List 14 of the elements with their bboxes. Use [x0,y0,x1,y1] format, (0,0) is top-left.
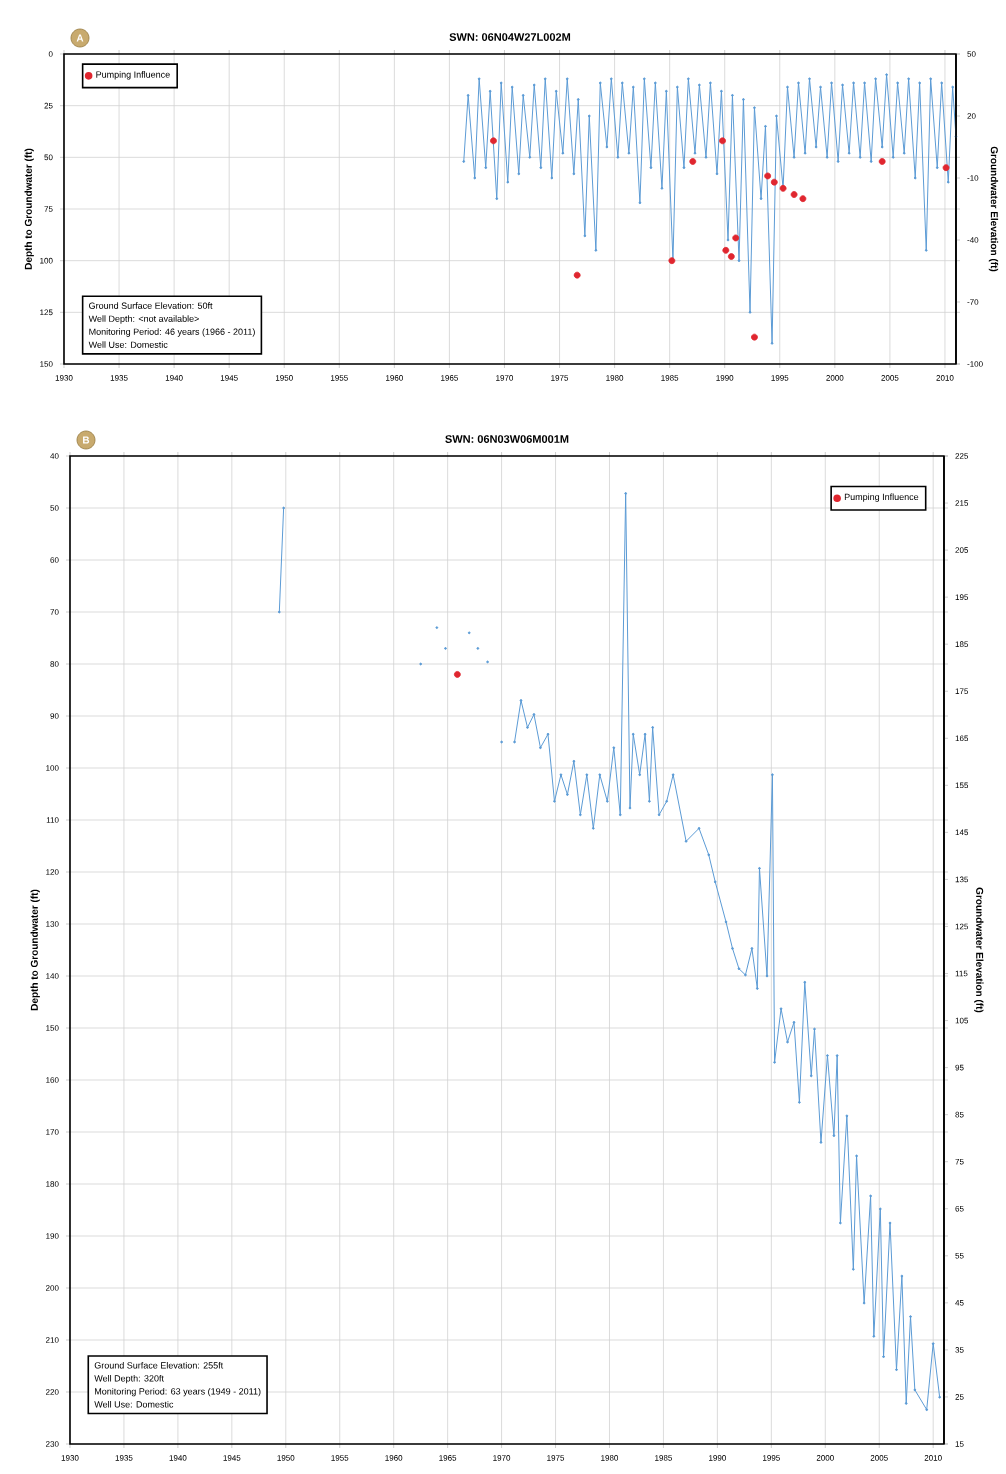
point [751,333,758,341]
point [799,195,807,203]
point [764,172,772,180]
point [722,246,730,254]
point [878,158,886,165]
point [573,271,581,279]
point [732,234,740,242]
point [719,137,726,145]
point [727,253,735,260]
point [689,158,697,165]
point [942,164,950,172]
point [790,191,798,198]
point [770,178,778,186]
point [490,137,497,145]
